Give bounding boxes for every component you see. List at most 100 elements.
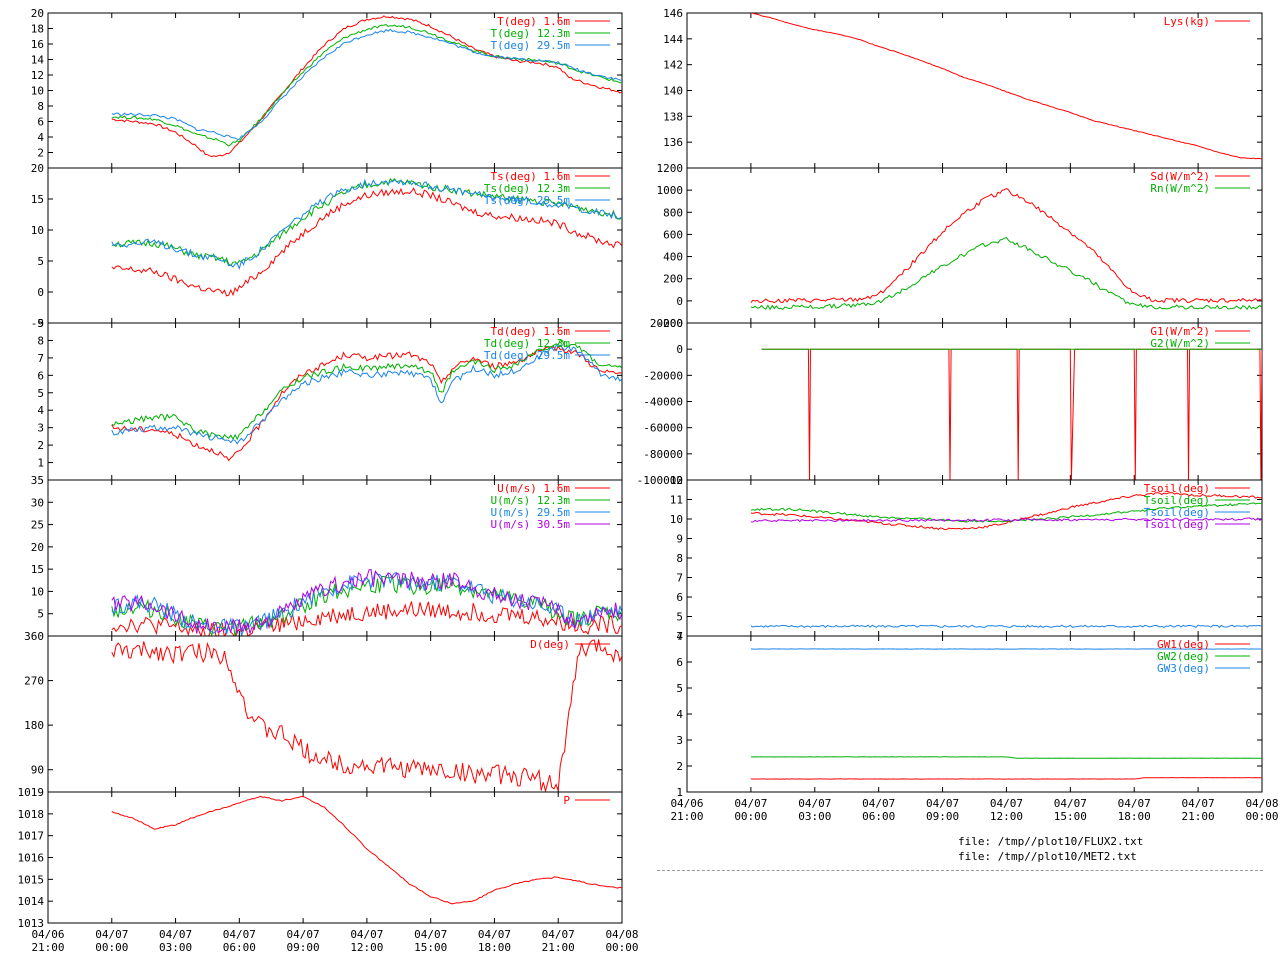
x-tick-label: 04/07 [734,797,767,810]
x-tick-label: 21:00 [31,941,64,954]
y-tick-label: 140 [663,85,683,98]
y-tick-label: 16 [31,38,44,51]
series-line-red [111,345,622,462]
y-tick-label: 2 [37,147,44,160]
y-tick-label: 11 [670,494,683,507]
x-tick-label: 04/07 [926,797,959,810]
series-line-purple [111,569,622,636]
legend-label: Tsoil(deg) [1144,482,1210,495]
x-tick-label: 04/06 [31,928,64,941]
legend-label: G2(W/m^2) [1150,337,1210,350]
y-tick-label: 1014 [18,895,45,908]
y-tick-label: 5 [676,682,683,695]
panel-P: 1013101410151016101710181019P04/0621:000… [18,786,639,954]
y-tick-label: 20000 [650,317,683,330]
y-tick-label: 20 [31,7,44,20]
y-tick-label: 3 [37,422,44,435]
x-tick-label: 21:00 [542,941,575,954]
y-tick-label: 12 [31,69,44,82]
y-tick-label: 8 [37,334,44,347]
separator-line [657,870,1263,871]
y-tick-label: -80000 [643,448,683,461]
series-line-red [750,13,1262,160]
plot-frame [47,635,623,793]
legend-label: U(m/s) 29.5m [491,506,571,519]
y-tick-label: 7 [676,572,683,585]
series-line-green [750,502,1262,523]
series-line-red [111,639,622,792]
x-tick-label: 00:00 [95,941,128,954]
x-tick-label: 04/07 [414,928,447,941]
x-tick-label: 04/07 [287,928,320,941]
x-tick-label: 04/07 [350,928,383,941]
legend-label: Ts(deg) 1.6m [491,170,571,183]
y-tick-label: 270 [24,675,44,688]
y-tick-label: 1017 [18,830,45,843]
x-tick-label: 00:00 [734,810,767,823]
series-line-green [111,339,622,441]
x-tick-label: 06:00 [223,941,256,954]
legend-label: T(deg) 12.3m [491,27,571,40]
y-tick-label: 4 [37,131,44,144]
y-tick-label: 5 [37,387,44,400]
y-tick-label: 5 [37,608,44,621]
x-tick-label: 21:00 [1182,810,1215,823]
y-tick-label: 360 [24,630,44,643]
x-tick-label: 04/07 [478,928,511,941]
series-line-blue [750,624,1262,629]
y-tick-label: 18 [31,23,44,36]
x-tick-label: 04/06 [670,797,703,810]
y-tick-label: 4 [37,404,44,417]
x-tick-label: 04/07 [542,928,575,941]
panel-Tsoil: 456789101112Tsoil(deg)Tsoil(deg)Tsoil(de… [670,474,1263,643]
legend-label: G1(W/m^2) [1150,325,1210,338]
panel-T: 2 4 6 8 10 12 14 16 18 20 T(deg) 1.6mT(deg) 12.3mT… [31,7,623,169]
y-tick-label: 400 [663,251,683,264]
panel-G: -100000 -80000 -60000 -40000 -20000 0 20000 G1(… [637,317,1263,487]
y-tick-label: 1200 [657,162,684,175]
file-list: file: /tmp//plot10/FLUX2.txt file: /tmp/… [958,834,1143,864]
y-tick-label: 5 [37,255,44,268]
y-tick-label: 8 [676,552,683,565]
panel-Sd: -200 0 200 400 600 800 1000 1200 Sd(W/m^2)Rn(W/m… [657,162,1263,330]
y-tick-label: -40000 [643,396,683,409]
legend-label: Td(deg) 1.6m [491,325,571,338]
x-tick-label: 04/07 [1118,797,1151,810]
panel-GW: 1234567GW1(deg)GW2(deg)GW3(deg)04/0621:0… [670,630,1278,823]
y-tick-label: 136 [663,136,683,149]
y-tick-label: -60000 [643,422,683,435]
file-label-flux: file: /tmp//plot10/FLUX2.txt [958,835,1144,848]
y-tick-label: 6 [676,656,683,669]
series-line-red [750,492,1262,531]
y-tick-label: 30 [31,496,44,509]
legend-label: T(deg) 29.5m [491,39,571,52]
series-line-green [750,756,1262,759]
x-tick-label: 12:00 [350,941,383,954]
y-tick-label: 7 [37,352,44,365]
y-tick-label: 4 [676,630,683,643]
series-line-purple [750,517,1262,523]
panel-Lys: 136 138 140 142 144 146 Lys(kg) [663,7,1263,169]
legend-label: T(deg) 1.6m [497,15,570,28]
series-line-blue [111,344,622,445]
y-tick-label: 20 [31,162,44,175]
x-tick-label: 04/07 [1182,797,1215,810]
x-tick-label: 04/07 [159,928,192,941]
x-tick-label: 09:00 [926,810,959,823]
x-tick-label: 18:00 [1118,810,1151,823]
y-tick-label: 25 [31,519,44,532]
x-tick-label: 21:00 [670,810,703,823]
y-tick-label: 138 [663,110,683,123]
legend-label: D(deg) [530,638,570,651]
legend-label: Tsoil(deg) [1144,494,1210,507]
y-tick-label: 1019 [18,786,45,799]
y-tick-label: 2 [676,760,683,773]
y-tick-label: 1015 [18,873,45,886]
x-tick-label: 03:00 [159,941,192,954]
y-tick-label: 8 [37,100,44,113]
series-line-blue [111,178,622,271]
file-label-met: file: /tmp//plot10/MET2.txt [958,850,1137,863]
legend-label: Ts(deg) 29.5m [484,194,570,207]
